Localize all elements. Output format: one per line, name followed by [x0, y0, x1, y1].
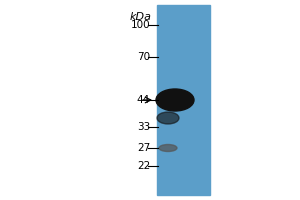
Text: 100: 100: [130, 20, 150, 30]
Ellipse shape: [156, 89, 194, 111]
Text: 22: 22: [137, 161, 150, 171]
Ellipse shape: [159, 144, 177, 152]
Bar: [157, 5, 210, 195]
Text: kDa: kDa: [130, 12, 152, 22]
Text: 33: 33: [137, 122, 150, 132]
Text: 44: 44: [137, 95, 150, 105]
Text: 70: 70: [137, 52, 150, 62]
Ellipse shape: [157, 112, 179, 124]
Text: 27: 27: [137, 143, 150, 153]
